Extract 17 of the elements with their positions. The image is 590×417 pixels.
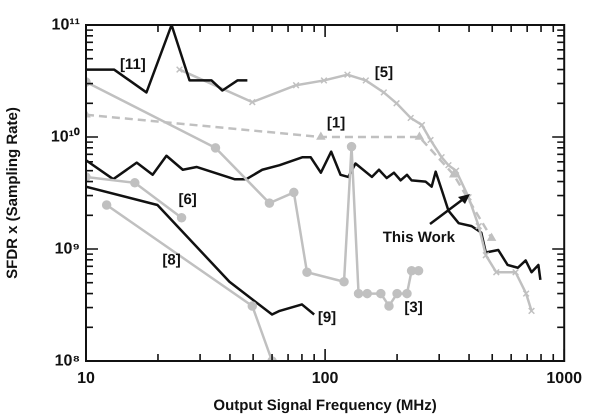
series-label: This Work <box>382 229 456 246</box>
series-label: [3] <box>404 299 423 316</box>
y-tick-label: 10⁹ <box>54 240 80 258</box>
y-tick-label: 10⁸ <box>54 352 80 370</box>
y-axis-title: SFDR x (Sampling Rate) <box>4 107 22 279</box>
x-tick-label: 1000 <box>546 370 582 388</box>
series-label: [11] <box>120 56 146 73</box>
series-label: [8] <box>162 251 181 268</box>
series-label: [5] <box>374 64 394 82</box>
x-tick-label: 100 <box>312 370 339 388</box>
series-label: [9] <box>318 309 336 326</box>
series-label: [1] <box>326 114 346 132</box>
x-tick-label: 10 <box>77 370 95 388</box>
x-axis-title: Output Signal Frequency (MHz) <box>213 397 437 414</box>
y-tick-label: 10¹¹ <box>52 16 80 34</box>
series-label: [6] <box>178 190 197 208</box>
y-tick-label: 10¹⁰ <box>50 127 80 146</box>
